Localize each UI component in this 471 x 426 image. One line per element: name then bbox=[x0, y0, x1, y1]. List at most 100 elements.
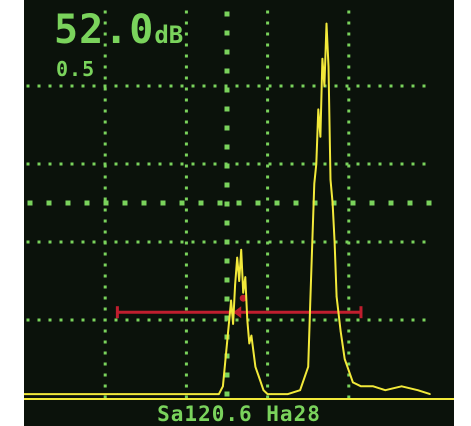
grid-dot-horizontal bbox=[158, 162, 162, 166]
grid-centre-dot bbox=[274, 200, 280, 206]
grid-dot-vertical bbox=[266, 230, 270, 234]
grid-dot-horizontal bbox=[70, 84, 74, 88]
grid-dot-vertical bbox=[103, 10, 107, 14]
grid-dot-horizontal bbox=[367, 318, 371, 322]
waveform-point bbox=[236, 256, 238, 259]
grid-dot-horizontal bbox=[81, 84, 85, 88]
grid-centre-dot bbox=[224, 87, 230, 93]
grid-dot-vertical bbox=[347, 54, 351, 58]
grid-dot-vertical bbox=[266, 87, 270, 91]
grid-dot-horizontal bbox=[125, 162, 129, 166]
grid-dot-horizontal bbox=[400, 240, 404, 244]
grid-dot-vertical bbox=[347, 340, 351, 344]
grid-dot-horizontal bbox=[378, 318, 382, 322]
grid-dot-vertical bbox=[184, 153, 188, 157]
grid-dot-vertical bbox=[184, 329, 188, 333]
grid-centre-dot bbox=[224, 315, 230, 321]
grid-dot-vertical bbox=[103, 109, 107, 113]
grid-dot-vertical bbox=[184, 395, 188, 399]
grid-dot-vertical bbox=[184, 263, 188, 267]
grid-centre-dot bbox=[122, 200, 128, 206]
grid-dot-vertical bbox=[103, 32, 107, 36]
waveform-point bbox=[226, 342, 228, 345]
grid-centre-dot bbox=[255, 200, 261, 206]
grid-dot-vertical bbox=[103, 351, 107, 355]
grid-dot-horizontal bbox=[378, 240, 382, 244]
grid-dot-horizontal bbox=[246, 162, 250, 166]
waveform-point bbox=[238, 280, 240, 282]
grid-centre-dot bbox=[141, 200, 147, 206]
grid-dot-vertical bbox=[103, 373, 107, 377]
grid-dot-horizontal bbox=[59, 240, 63, 244]
grid-dot-vertical bbox=[266, 285, 270, 289]
grid-dot-horizontal bbox=[169, 162, 173, 166]
grid-dot-vertical bbox=[103, 153, 107, 157]
grid-dot-horizontal bbox=[136, 84, 140, 88]
grid-dot-horizontal bbox=[268, 240, 272, 244]
grid-dot-horizontal bbox=[257, 318, 261, 322]
grid-dot-vertical bbox=[266, 142, 270, 146]
grid-dot-horizontal bbox=[279, 162, 283, 166]
grid-dot-horizontal bbox=[37, 84, 41, 88]
waveform-point bbox=[339, 330, 342, 333]
grid-centre-dot bbox=[224, 182, 230, 188]
grid-dot-vertical bbox=[103, 340, 107, 344]
grid-dot-horizontal bbox=[180, 318, 184, 322]
grid-dot-vertical bbox=[184, 87, 188, 91]
grid-centre-dot bbox=[224, 144, 230, 150]
grid-dot-horizontal bbox=[312, 318, 316, 322]
grid-dot-horizontal bbox=[323, 240, 327, 244]
grid-dot-vertical bbox=[184, 285, 188, 289]
grid-dot-horizontal bbox=[169, 240, 173, 244]
grid-dot-vertical bbox=[266, 263, 270, 267]
waveform-point bbox=[244, 276, 247, 278]
grid-dot-horizontal bbox=[400, 162, 404, 166]
waveform-point bbox=[254, 366, 257, 368]
grid-dot-vertical bbox=[103, 274, 107, 278]
grid-dot-vertical bbox=[103, 87, 107, 91]
gate-marker[interactable] bbox=[233, 306, 242, 319]
grid-dot-horizontal bbox=[158, 84, 162, 88]
grid-centre-dot bbox=[160, 200, 166, 206]
grid-dot-vertical bbox=[103, 263, 107, 267]
grid-dot-horizontal bbox=[411, 240, 415, 244]
grid-dot-horizontal bbox=[191, 318, 195, 322]
grid-centre-dot bbox=[224, 106, 230, 112]
grid-dot-horizontal bbox=[213, 240, 217, 244]
grid-dot-vertical bbox=[103, 186, 107, 190]
waveform-point bbox=[307, 366, 310, 368]
a-scan-waveform bbox=[24, 22, 454, 400]
gain-value: 52.0 bbox=[54, 7, 155, 53]
grid-dot-vertical bbox=[347, 153, 351, 157]
grid-dot-vertical bbox=[266, 384, 270, 388]
waveform-point bbox=[230, 299, 232, 302]
grid-dot-horizontal bbox=[356, 162, 360, 166]
grid-dot-vertical bbox=[347, 87, 351, 91]
grid-dot-horizontal bbox=[422, 240, 426, 244]
waveform-point bbox=[309, 303, 312, 306]
grid-dot-horizontal bbox=[334, 162, 338, 166]
grid-dot-vertical bbox=[103, 54, 107, 58]
grid-dot-vertical bbox=[266, 340, 270, 344]
grid-dot-horizontal bbox=[81, 240, 85, 244]
grid-dot-vertical bbox=[103, 296, 107, 300]
grid-dot-vertical bbox=[347, 164, 351, 168]
grid-dot-horizontal bbox=[92, 318, 96, 322]
gain-readout[interactable]: 52.0dB bbox=[54, 8, 183, 57]
grid-dot-vertical bbox=[347, 43, 351, 47]
grid-dot-vertical bbox=[347, 65, 351, 69]
grid-dot-horizontal bbox=[103, 162, 107, 166]
grid-dot-vertical bbox=[347, 10, 351, 14]
grid-dot-horizontal bbox=[411, 84, 415, 88]
grid-dot-vertical bbox=[103, 175, 107, 179]
grid-dot-vertical bbox=[347, 230, 351, 234]
grid-dot-horizontal bbox=[81, 162, 85, 166]
grid-centre-dot bbox=[224, 277, 230, 283]
grid-dot-horizontal bbox=[103, 84, 107, 88]
grid-centre-dot bbox=[27, 200, 33, 206]
gate-peak-marker[interactable] bbox=[239, 294, 247, 302]
grid-dot-horizontal bbox=[367, 162, 371, 166]
gain-step-readout[interactable]: 0.5 bbox=[56, 57, 96, 81]
waveform-point bbox=[333, 241, 336, 243]
waveform-point bbox=[116, 393, 119, 395]
